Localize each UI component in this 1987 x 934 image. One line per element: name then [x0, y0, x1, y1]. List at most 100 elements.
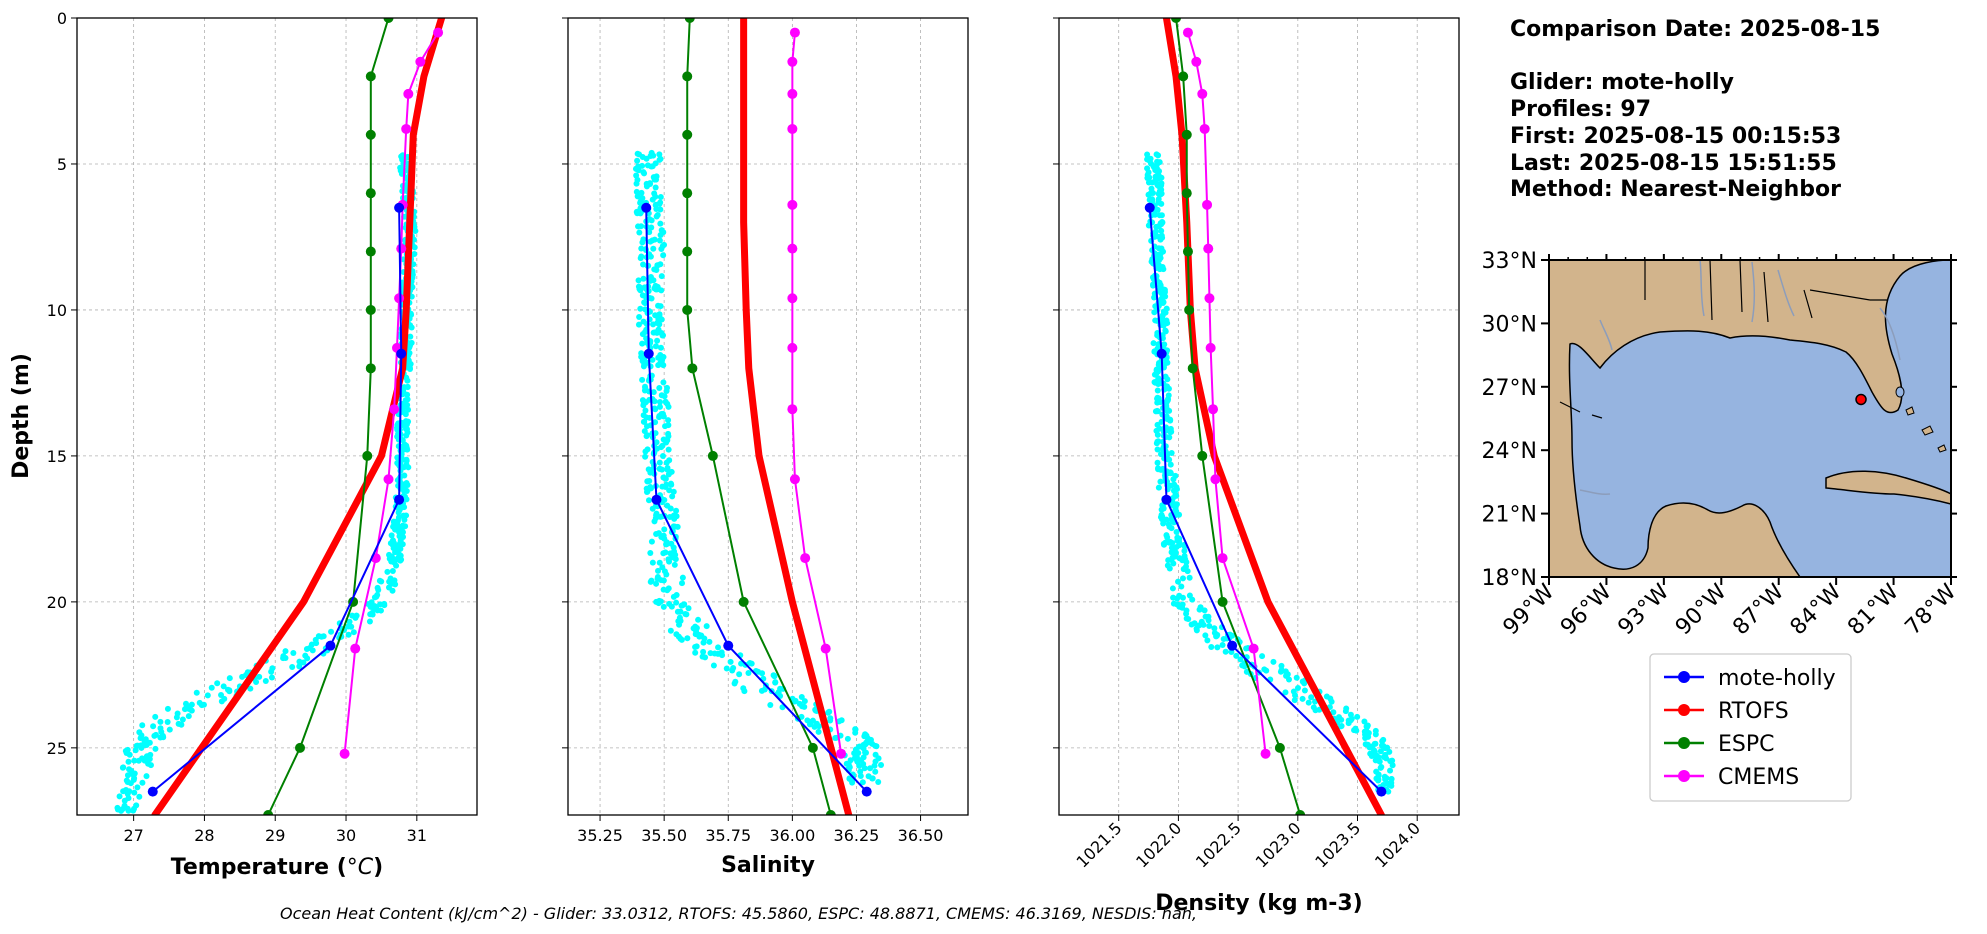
- map-lat-tick-label: 21°N: [1482, 503, 1537, 528]
- density-cmems-point: [1182, 27, 1193, 38]
- temperature-glider-point: [389, 568, 396, 575]
- temperature-glider-point: [302, 652, 309, 659]
- density-glider-point: [1204, 637, 1211, 644]
- density-glider-point: [1373, 752, 1380, 759]
- density-glider-point: [1292, 692, 1299, 699]
- density-cmems-point: [1248, 643, 1259, 654]
- salinity-glider-point: [640, 412, 647, 419]
- temperature-glider-point: [282, 648, 289, 655]
- temperature-glider-point: [398, 481, 405, 488]
- salinity-glider-point: [650, 245, 657, 252]
- salinity-glider-point: [658, 227, 665, 234]
- temperature-glider-point: [193, 689, 200, 696]
- density-glider-point: [1168, 450, 1175, 457]
- salinity-glider-point: [695, 616, 702, 623]
- temperature-glider-point: [174, 710, 181, 717]
- salinity-glider-point: [652, 201, 659, 208]
- density-glider-point: [1154, 431, 1161, 438]
- density-espc-point: [1217, 596, 1228, 607]
- density-glider-point: [1162, 539, 1169, 546]
- temperature-glider-point: [394, 517, 401, 524]
- salinity-glider-point: [693, 643, 700, 650]
- density-glider-point: [1155, 196, 1162, 203]
- density-cmems-point: [1210, 474, 1221, 485]
- salinity-glider-point: [684, 635, 691, 642]
- salinity-glider-point: [658, 316, 665, 323]
- salinity-glider-point: [653, 267, 660, 274]
- salinity-glider-point: [871, 762, 878, 769]
- salinity-cmems-point: [787, 404, 798, 415]
- temperature-glider-point: [143, 742, 150, 749]
- salinity-cmems-point: [787, 56, 798, 67]
- density-glider-point: [1364, 723, 1371, 730]
- salinity-glider-point: [865, 773, 872, 780]
- salinity-glider-point: [668, 481, 675, 488]
- salinity-glider-point: [859, 779, 866, 786]
- salinity-glider-point: [710, 662, 717, 669]
- salinity-glider-point: [639, 154, 646, 161]
- density-glider-point: [1149, 190, 1156, 197]
- density-glider-point: [1345, 717, 1352, 724]
- first-profile-time: First: 2025-08-15 00:15:53: [1510, 124, 1841, 149]
- info-block: Comparison Date: 2025-08-15 Glider: mote…: [1510, 17, 1880, 202]
- salinity-glider-point: [656, 321, 663, 328]
- temperature-glider-point: [296, 658, 303, 665]
- density-glider-point: [1172, 472, 1179, 479]
- density-glider-point: [1159, 312, 1166, 319]
- salinity-glider-point: [647, 578, 654, 585]
- salinity-glider-point: [706, 638, 713, 645]
- temperature-glider-point: [375, 586, 382, 593]
- density-glider-point: [1158, 190, 1165, 197]
- density-glider-point: [1200, 621, 1207, 628]
- temperature-glider-point: [369, 609, 376, 616]
- salinity-glider-point: [664, 502, 671, 509]
- temperature-glider-point: [208, 684, 215, 691]
- salinity-glider-point: [642, 399, 649, 406]
- salinity-espc-point: [682, 304, 693, 315]
- salinity-glider-point: [652, 193, 659, 200]
- profile-count: Profiles: 97: [1510, 97, 1651, 122]
- salinity-glider-point: [660, 413, 667, 420]
- temperature-glider-point: [126, 788, 133, 795]
- density-glider-point: [1327, 695, 1334, 702]
- density-series: [1144, 18, 1387, 815]
- salinity-glider-point: [661, 497, 668, 504]
- salinity-glider-point: [862, 731, 869, 738]
- salinity-glider-point: [644, 432, 651, 439]
- salinity-glider-point: [657, 352, 664, 359]
- density-glider-point: [1172, 504, 1179, 511]
- temperature-glider-point: [404, 426, 411, 433]
- density-glider-point: [1144, 151, 1151, 158]
- salinity-glider-point: [647, 153, 654, 160]
- salinity-glider-point: [639, 340, 646, 347]
- salinity-glider-point: [656, 559, 663, 566]
- salinity-glider-point: [731, 680, 738, 687]
- density-glider-point: [1158, 245, 1165, 252]
- temperature-glider-point: [166, 726, 173, 733]
- temperature-glider-point: [124, 779, 131, 786]
- density-glider-point: [1389, 757, 1396, 764]
- temperature-glider-point: [402, 418, 409, 425]
- temperature-glider-point: [130, 805, 137, 812]
- density-glider-point: [1299, 695, 1306, 702]
- density-glider-point: [1206, 622, 1213, 629]
- temperature-x-tick-label: 31: [407, 826, 427, 845]
- temperature-espc-point: [295, 742, 306, 753]
- temperature-glider-point: [186, 706, 193, 713]
- temperature-y-tick-label: 20: [47, 593, 67, 612]
- density-axes-frame: [1058, 17, 1460, 816]
- salinity-espc-point: [682, 246, 693, 257]
- density-glider-scatter: [1144, 151, 1396, 795]
- density-glider-point: [1388, 782, 1395, 789]
- salinity-glider-point: [662, 475, 669, 482]
- temperature-y-tick-label: 0: [57, 9, 67, 28]
- salinity-x-tick-label: 36.25: [834, 826, 880, 845]
- density-glider-point: [1202, 632, 1209, 639]
- salinity-glider-point: [815, 723, 822, 730]
- legend-marker-espc: [1678, 737, 1690, 749]
- salinity-mote-holly-point: [651, 494, 662, 505]
- salinity-glider-point: [665, 417, 672, 424]
- salinity-glider-point: [663, 571, 670, 578]
- map-lat-tick-label: 30°N: [1482, 312, 1537, 337]
